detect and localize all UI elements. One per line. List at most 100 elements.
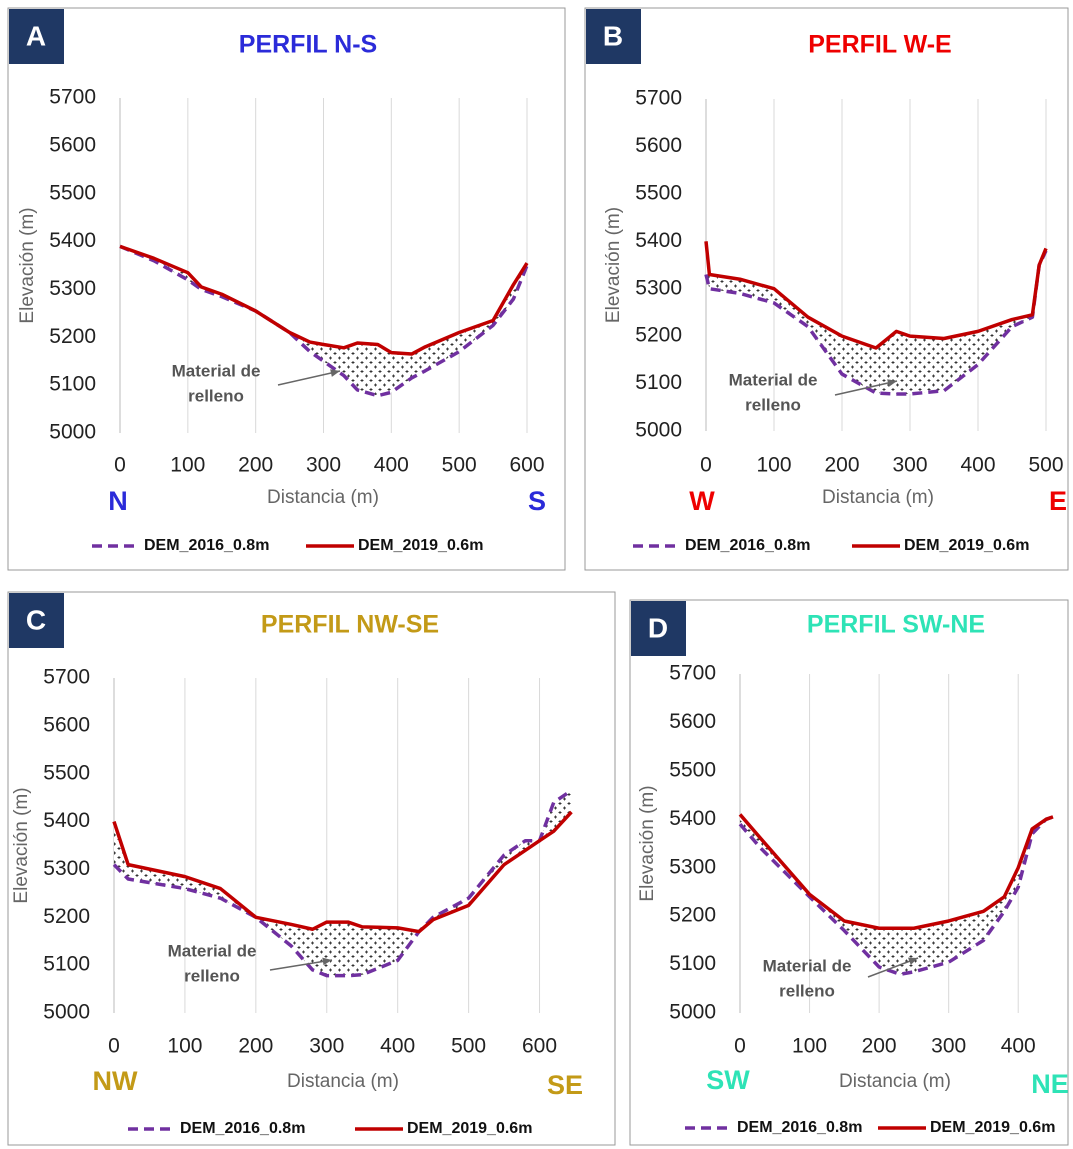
x-tick-label: 400 (380, 1035, 415, 1058)
x-tick-label: 400 (1001, 1035, 1036, 1058)
chart-title: PERFIL SW-NE (807, 611, 985, 639)
x-tick-label: 400 (960, 454, 995, 477)
annotation: relleno (745, 395, 801, 414)
annotation: Material de (172, 361, 261, 380)
x-axis-label: Distancia (m) (822, 487, 934, 508)
y-tick-label: 5300 (43, 857, 90, 880)
panel-label-box (631, 601, 686, 656)
direction-label: SE (547, 1070, 583, 1100)
chart-title: PERFIL W-E (808, 31, 951, 59)
profile-line (738, 813, 1054, 930)
annotation-arrowhead (908, 957, 918, 965)
y-tick-label: 5500 (43, 761, 90, 784)
y-axis-label: Elevación (m) (637, 785, 658, 901)
x-tick-label: 0 (114, 454, 126, 477)
profile-line (119, 244, 529, 398)
direction-label: W (689, 486, 715, 516)
y-tick-label: 5100 (49, 373, 96, 396)
x-tick-label: 0 (108, 1035, 120, 1058)
x-tick-label: 300 (309, 1035, 344, 1058)
x-tick-label: 0 (700, 454, 712, 477)
y-tick-label: 5000 (43, 1001, 90, 1024)
y-tick-label: 5600 (43, 713, 90, 736)
y-tick-label: 5000 (49, 421, 96, 444)
panel-label-box (586, 9, 641, 64)
panel-border (629, 599, 1069, 1146)
panel-border (7, 7, 566, 571)
y-tick-label: 5400 (43, 809, 90, 832)
y-tick-label: 5400 (669, 807, 716, 830)
profile-line (119, 244, 529, 356)
y-tick-label: 5200 (635, 324, 682, 347)
legend-label: DEM_2016_0.8m (144, 537, 269, 554)
legend-label: DEM_2016_0.8m (685, 537, 810, 554)
legend-label: DEM_2019_0.6m (358, 537, 483, 554)
y-tick-label: 5200 (49, 325, 96, 348)
y-tick-label: 5100 (43, 953, 90, 976)
direction-label: NW (93, 1066, 138, 1096)
y-tick-label: 5400 (635, 229, 682, 252)
x-tick-label: 500 (442, 454, 477, 477)
x-tick-label: 300 (892, 454, 927, 477)
panel-border (7, 591, 616, 1146)
fill-hatch (114, 790, 572, 976)
profile-line (112, 810, 573, 934)
y-tick-label: 5700 (669, 662, 716, 685)
y-tick-label: 5300 (635, 276, 682, 299)
y-tick-label: 5100 (669, 952, 716, 975)
direction-label: S (528, 486, 546, 516)
annotation: Material de (729, 370, 818, 389)
y-tick-label: 5000 (635, 419, 682, 442)
x-tick-label: 200 (238, 454, 273, 477)
annotation-arrow (277, 370, 341, 386)
x-tick-label: 100 (167, 1035, 202, 1058)
x-axis-label: Distancia (m) (267, 487, 379, 508)
panel-label-box (9, 593, 64, 648)
panel-border (584, 7, 1069, 571)
y-tick-label: 5700 (49, 86, 96, 109)
annotation: Material de (168, 941, 257, 960)
annotation: relleno (184, 966, 240, 985)
panel-label: B (603, 20, 623, 51)
x-tick-label: 200 (238, 1035, 273, 1058)
panel-label: A (26, 20, 46, 51)
x-tick-label: 0 (734, 1035, 746, 1058)
legend-label: DEM_2016_0.8m (737, 1119, 862, 1136)
legend-label: DEM_2016_0.8m (180, 1120, 305, 1137)
panel-label-box (9, 9, 64, 64)
chart-title: PERFIL NW-SE (261, 611, 439, 639)
y-tick-label: 5200 (669, 904, 716, 927)
y-tick-label: 5500 (49, 181, 96, 204)
legend-label: DEM_2019_0.6m (407, 1120, 532, 1137)
panel-label: C (26, 604, 46, 635)
profile-line (112, 789, 573, 978)
chart-title: PERFIL N-S (239, 31, 377, 59)
y-axis-label: Elevación (m) (603, 207, 624, 323)
x-axis-label: Distancia (m) (287, 1071, 399, 1092)
y-tick-label: 5000 (669, 1001, 716, 1024)
profile-line (704, 241, 1048, 350)
x-tick-label: 300 (306, 454, 341, 477)
y-tick-label: 5400 (49, 229, 96, 252)
direction-label: SW (706, 1065, 750, 1095)
y-tick-label: 5500 (669, 758, 716, 781)
x-tick-label: 100 (792, 1035, 827, 1058)
x-axis-label: Distancia (m) (839, 1071, 951, 1092)
y-tick-label: 5600 (635, 134, 682, 157)
x-tick-label: 100 (756, 454, 791, 477)
fill-hatch (120, 246, 527, 396)
x-tick-label: 200 (824, 454, 859, 477)
annotation-arrowhead (887, 379, 897, 387)
x-tick-label: 400 (374, 454, 409, 477)
x-tick-label: 500 (451, 1035, 486, 1058)
annotation: Material de (763, 956, 852, 975)
x-tick-label: 500 (1028, 454, 1063, 477)
profile-line (738, 815, 1054, 977)
y-tick-label: 5500 (635, 181, 682, 204)
y-axis-label: Elevación (m) (17, 207, 38, 323)
profile-line (704, 250, 1048, 396)
y-tick-label: 5600 (669, 710, 716, 733)
x-tick-label: 600 (509, 454, 544, 477)
y-tick-label: 5700 (43, 666, 90, 689)
x-tick-label: 300 (931, 1035, 966, 1058)
